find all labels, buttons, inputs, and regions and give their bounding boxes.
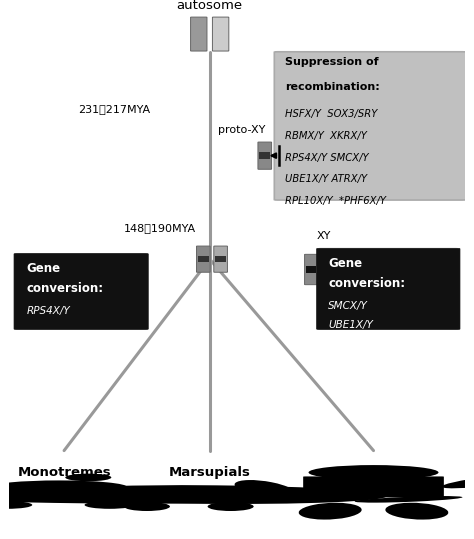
Bar [198, 256, 209, 262]
Text: HSFX/Y  SOX3/SRY: HSFX/Y SOX3/SRY [285, 109, 377, 119]
Text: UBE1X/Y: UBE1X/Y [328, 320, 373, 330]
Text: Marsupials: Marsupials [169, 466, 251, 479]
Ellipse shape [256, 493, 349, 501]
Text: Gene: Gene [328, 257, 362, 270]
Text: proto-XY: proto-XY [218, 125, 265, 135]
FancyBboxPatch shape [305, 254, 317, 285]
Text: UBE1X/Y ATRX/Y: UBE1X/Y ATRX/Y [285, 174, 367, 184]
Bar [277, 153, 288, 159]
Ellipse shape [442, 473, 474, 488]
Text: RBMX/Y  XKRX/Y: RBMX/Y XKRX/Y [285, 131, 367, 141]
Bar [322, 260, 332, 265]
Text: RPS4X/Y: RPS4X/Y [27, 306, 71, 316]
Ellipse shape [65, 474, 111, 481]
Ellipse shape [0, 486, 278, 503]
FancyBboxPatch shape [274, 52, 466, 200]
Text: 148～190MYA: 148～190MYA [124, 223, 196, 233]
Text: Monotremes: Monotremes [17, 466, 111, 479]
Text: autosome: autosome [177, 0, 243, 12]
FancyBboxPatch shape [317, 248, 460, 329]
Ellipse shape [84, 501, 135, 509]
Text: Gene: Gene [27, 262, 61, 275]
FancyBboxPatch shape [258, 142, 272, 169]
FancyBboxPatch shape [14, 253, 148, 329]
FancyBboxPatch shape [191, 17, 207, 51]
Text: Suppression of: Suppression of [285, 57, 378, 67]
Text: conversion:: conversion: [328, 277, 405, 291]
Ellipse shape [355, 496, 463, 503]
Bar [215, 256, 226, 262]
Text: conversion:: conversion: [27, 282, 104, 295]
FancyBboxPatch shape [212, 17, 229, 51]
Text: XY: XY [316, 231, 331, 241]
FancyBboxPatch shape [275, 142, 289, 169]
Ellipse shape [124, 502, 170, 511]
FancyBboxPatch shape [320, 259, 333, 280]
FancyBboxPatch shape [303, 476, 444, 497]
Bar [259, 153, 270, 159]
Text: recombination:: recombination: [285, 82, 380, 92]
FancyBboxPatch shape [214, 246, 228, 272]
Text: 231～217MYA: 231～217MYA [78, 104, 150, 114]
Ellipse shape [299, 503, 362, 520]
Circle shape [309, 465, 438, 480]
Text: SMCX/Y: SMCX/Y [328, 301, 368, 310]
Ellipse shape [235, 480, 296, 498]
Text: Eutherians: Eutherians [333, 466, 414, 479]
Text: RPL10X/Y  *PHF6X/Y: RPL10X/Y *PHF6X/Y [285, 196, 386, 206]
Bar [306, 266, 316, 273]
Ellipse shape [0, 487, 23, 493]
Ellipse shape [385, 503, 448, 520]
Ellipse shape [0, 501, 32, 509]
FancyBboxPatch shape [197, 246, 210, 272]
Ellipse shape [208, 502, 254, 511]
Ellipse shape [0, 480, 127, 494]
Ellipse shape [32, 485, 387, 504]
Text: RPS4X/Y SMCX/Y: RPS4X/Y SMCX/Y [285, 153, 368, 163]
